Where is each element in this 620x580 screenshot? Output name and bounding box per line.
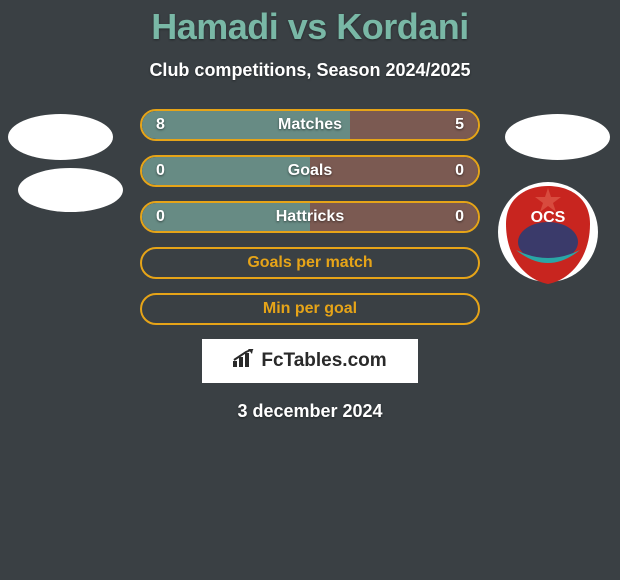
club-logo: OCS [498, 180, 598, 288]
stat-row: Min per goal [140, 293, 480, 325]
player-left-badge-1 [8, 114, 113, 160]
page-subtitle: Club competitions, Season 2024/2025 [0, 60, 620, 81]
brand-text: FcTables.com [261, 350, 386, 372]
stat-value-right: 0 [455, 208, 464, 226]
chart-icon [233, 349, 255, 373]
brand-banner: FcTables.com [202, 339, 418, 383]
player-right-badge-1 [505, 114, 610, 160]
club-logo-text: OCS [531, 209, 566, 226]
stat-value-right: 5 [455, 116, 464, 134]
stat-label: Goals per match [247, 254, 372, 272]
player-left-badge-2 [18, 168, 123, 212]
stat-bars: 8Matches50Goals00Hattricks0Goals per mat… [140, 109, 480, 325]
stat-label: Min per goal [263, 300, 357, 318]
stat-label: Goals [142, 162, 478, 180]
stat-row: 0Hattricks0 [140, 201, 480, 233]
stat-row: 8Matches5 [140, 109, 480, 141]
stat-label: Hattricks [142, 208, 478, 226]
stat-row: 0Goals0 [140, 155, 480, 187]
stat-row: Goals per match [140, 247, 480, 279]
stat-label: Matches [142, 116, 478, 134]
page-title: Hamadi vs Kordani [0, 0, 620, 48]
stat-value-right: 0 [455, 162, 464, 180]
date-text: 3 december 2024 [0, 401, 620, 422]
